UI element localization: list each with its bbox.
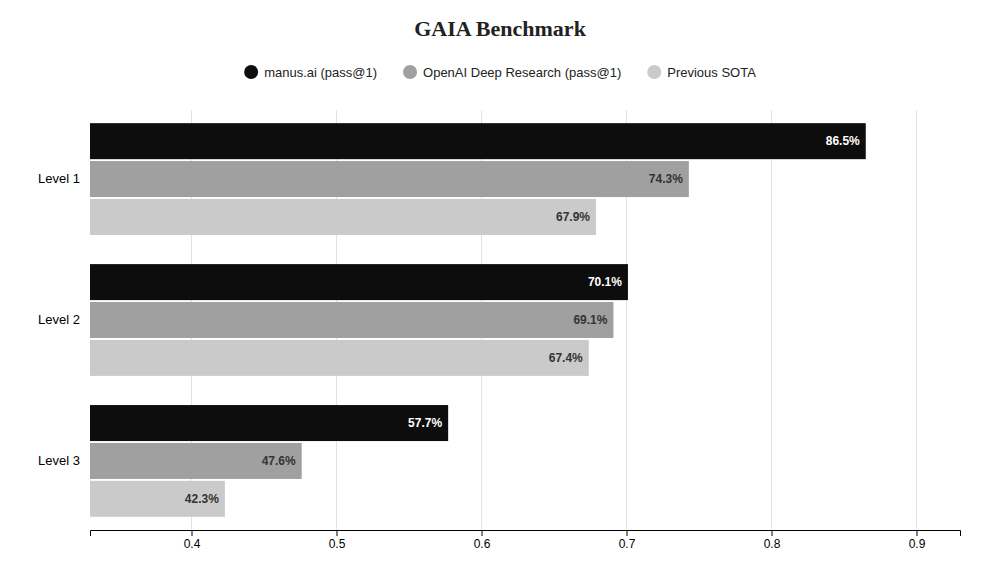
bar [90, 481, 225, 517]
legend-item: manus.ai (pass@1) [244, 65, 377, 80]
legend-marker [244, 65, 258, 79]
x-tick-label: 0.6 [474, 537, 491, 551]
x-axis: 0.4 0.5 0.6 0.7 0.8 0.9 [91, 530, 961, 551]
x-tick-mark [917, 530, 918, 536]
x-tick-label: 0.7 [619, 537, 636, 551]
x-tick: 0.5 [329, 530, 346, 551]
bar [90, 123, 866, 159]
x-tick-label: 0.9 [909, 537, 926, 551]
title: GAIA Benchmark [414, 16, 587, 41]
x-tick-mark [482, 530, 483, 536]
x-tick-label: 0.5 [329, 537, 346, 551]
y-tick-label: Level 2 [38, 312, 80, 327]
bar [90, 199, 596, 235]
grid-line [916, 110, 917, 530]
bar [90, 340, 589, 376]
x-tick: 0.6 [474, 530, 491, 551]
bar [90, 302, 613, 338]
x-tick: 0.4 [184, 530, 201, 551]
x-tick-mark [337, 530, 338, 536]
legend-label: manus.ai (pass@1) [264, 65, 377, 80]
grid-line [771, 110, 772, 530]
legend-marker [647, 65, 661, 79]
y-tick: Level 2 [38, 312, 90, 327]
x-axis-line [91, 531, 961, 537]
y-tick-label: Level 3 [38, 453, 80, 468]
data-label: 74.3% [649, 172, 683, 186]
data-label: 47.6% [262, 454, 296, 468]
y-tick: Level 1 [38, 171, 90, 186]
legend-label: OpenAI Deep Research (pass@1) [423, 65, 621, 80]
y-tick-label: Level 1 [38, 171, 80, 186]
data-label: 67.4% [549, 351, 583, 365]
data-label: 86.5% [826, 134, 860, 148]
x-tick: 0.7 [619, 530, 636, 551]
bars [90, 123, 866, 517]
x-tick-mark [627, 530, 628, 536]
legend-marker [403, 65, 417, 79]
data-label: 67.9% [556, 210, 590, 224]
legend-item: Previous SOTA [647, 65, 756, 80]
bar [90, 405, 448, 441]
legend: manus.ai (pass@1) OpenAI Deep Research (p… [244, 65, 756, 80]
data-labels: 86.5% 70.1% 57.7% 74.3% 69.1% 47.6% 67.9% 67.4%… [185, 134, 860, 506]
bar [90, 264, 628, 300]
x-tick-mark [192, 530, 193, 536]
data-label: 69.1% [573, 313, 607, 327]
data-label: 42.3% [185, 492, 219, 506]
bar [90, 161, 689, 197]
x-tick-label: 0.4 [184, 537, 201, 551]
chart: GAIA Benchmark 86.5% 70.1% 57.7% 74.3% 69.1% 4… [0, 0, 1000, 580]
legend-label: Previous SOTA [667, 65, 756, 80]
data-label: 70.1% [588, 275, 622, 289]
x-tick: 0.8 [764, 530, 781, 551]
bar [90, 443, 302, 479]
x-tick: 0.9 [909, 530, 926, 551]
x-tick-label: 0.8 [764, 537, 781, 551]
y-tick: Level 3 [38, 453, 90, 468]
legend-item: OpenAI Deep Research (pass@1) [403, 65, 621, 80]
y-axis: Level 1 Level 2 Level 3 [38, 171, 90, 468]
data-label: 57.7% [408, 416, 442, 430]
plot: 86.5% 70.1% 57.7% 74.3% 69.1% 47.6% 67.9% 67.4%… [38, 110, 960, 551]
x-tick-mark [772, 530, 773, 536]
